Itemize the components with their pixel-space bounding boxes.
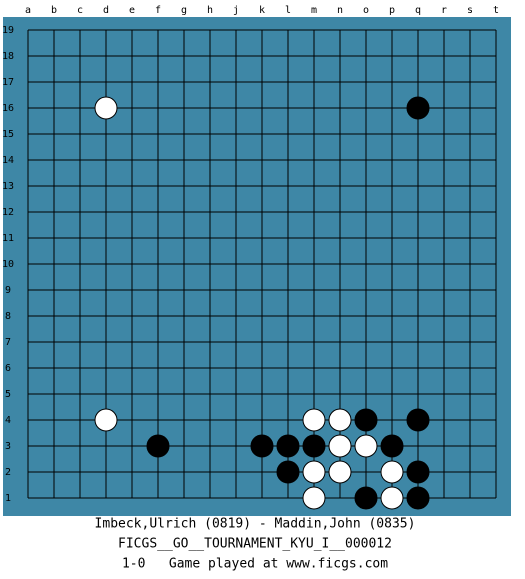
- stone: [302, 460, 326, 484]
- row-label: 19: [2, 25, 14, 36]
- column-label: p: [389, 5, 395, 16]
- row-label: 17: [2, 77, 14, 88]
- column-label: f: [155, 5, 161, 16]
- stone: [276, 434, 300, 458]
- column-label: q: [415, 5, 421, 16]
- stone: [354, 408, 378, 432]
- row-label: 18: [2, 51, 14, 62]
- players: Imbeck,Ulrich (0819) - Maddin,John (0835…: [95, 517, 416, 532]
- row-label: 15: [2, 129, 14, 140]
- stone: [328, 460, 352, 484]
- stone: [406, 96, 430, 120]
- row-label: 3: [5, 441, 11, 452]
- row-label: 11: [2, 233, 14, 244]
- stone: [146, 434, 170, 458]
- column-label: b: [51, 5, 57, 16]
- row-label: 10: [2, 259, 14, 270]
- stone: [380, 460, 404, 484]
- column-label: e: [129, 5, 135, 16]
- row-label: 8: [5, 311, 11, 322]
- stone: [354, 486, 378, 510]
- stone: [328, 434, 352, 458]
- row-label: 2: [5, 467, 11, 478]
- result: 1-0 Game played at www.ficgs.com: [122, 557, 388, 572]
- row-label: 13: [2, 181, 14, 192]
- stone: [94, 408, 118, 432]
- column-label: a: [25, 5, 31, 16]
- stone: [406, 460, 430, 484]
- row-label: 7: [5, 337, 11, 348]
- stone: [354, 434, 378, 458]
- stone: [302, 408, 326, 432]
- column-label: d: [103, 5, 109, 16]
- row-label: 6: [5, 363, 11, 374]
- row-label: 12: [2, 207, 14, 218]
- row-label: 16: [2, 103, 14, 114]
- column-label: l: [285, 5, 291, 16]
- column-label: h: [207, 5, 213, 16]
- tournament: FICGS__GO__TOURNAMENT_KYU_I__000012: [118, 537, 392, 552]
- row-label: 1: [5, 493, 11, 504]
- column-label: o: [363, 5, 369, 16]
- column-label: k: [259, 5, 265, 16]
- stone: [380, 486, 404, 510]
- column-label: c: [77, 5, 83, 16]
- column-label: j: [233, 5, 239, 16]
- row-label: 4: [5, 415, 11, 426]
- stone: [302, 486, 326, 510]
- column-label: n: [337, 5, 343, 16]
- stone: [406, 408, 430, 432]
- column-label: m: [311, 5, 317, 16]
- stone: [406, 486, 430, 510]
- stone: [94, 96, 118, 120]
- stone: [250, 434, 274, 458]
- column-label: g: [181, 5, 187, 16]
- column-label: t: [493, 5, 499, 16]
- stone: [328, 408, 352, 432]
- row-label: 14: [2, 155, 14, 166]
- stone: [302, 434, 326, 458]
- stone: [380, 434, 404, 458]
- row-label: 5: [5, 389, 11, 400]
- column-label: r: [441, 5, 447, 16]
- column-label: s: [467, 5, 473, 16]
- row-label: 9: [5, 285, 11, 296]
- stone: [276, 460, 300, 484]
